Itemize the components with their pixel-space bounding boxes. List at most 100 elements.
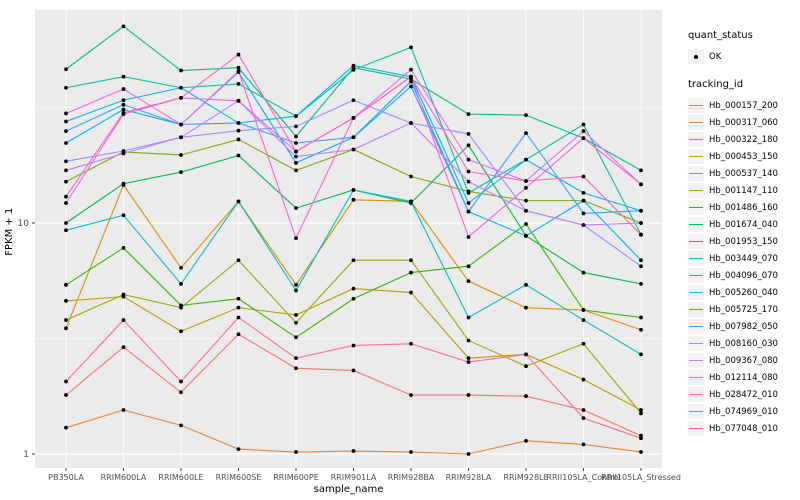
data-point bbox=[236, 199, 241, 204]
legend-item-Hb_001674_040: Hb_001674_040 bbox=[688, 216, 798, 233]
data-point bbox=[294, 124, 298, 129]
legend-item-ok: OK bbox=[688, 48, 798, 65]
data-point bbox=[409, 258, 413, 263]
data-point bbox=[179, 153, 183, 157]
data-point bbox=[236, 296, 241, 301]
legend-gap bbox=[688, 65, 798, 79]
legend-item-label: Hb_001486_160 bbox=[709, 202, 778, 213]
data-point bbox=[351, 147, 356, 152]
data-point bbox=[466, 112, 471, 117]
data-point bbox=[179, 390, 183, 395]
data-point bbox=[581, 442, 586, 447]
legend-item-label: OK bbox=[709, 51, 722, 62]
data-point bbox=[351, 98, 356, 103]
data-point bbox=[294, 282, 298, 287]
legend-key-swatch bbox=[688, 353, 704, 368]
legend-key-swatch bbox=[688, 149, 704, 164]
x-tick-label: RRIM600LA bbox=[101, 473, 147, 482]
data-point bbox=[524, 179, 528, 183]
data-point bbox=[351, 63, 356, 68]
x-tick-label: RRIM928BA bbox=[388, 473, 435, 482]
data-point bbox=[351, 343, 356, 348]
data-point bbox=[524, 222, 528, 226]
data-point bbox=[409, 67, 413, 72]
data-point bbox=[466, 157, 471, 162]
data-point bbox=[524, 113, 528, 118]
data-point bbox=[466, 169, 471, 174]
legend-item-Hb_077048_010: Hb_077048_010 bbox=[688, 420, 798, 437]
data-point bbox=[581, 416, 586, 421]
legend-item-Hb_074969_010: Hb_074969_010 bbox=[688, 403, 798, 420]
legend-line-icon bbox=[689, 104, 703, 107]
data-point bbox=[466, 209, 471, 214]
x-tick-label: RRIM600LE bbox=[158, 473, 203, 482]
data-point bbox=[351, 449, 356, 453]
legend-key-swatch bbox=[688, 404, 704, 419]
data-point bbox=[524, 394, 528, 399]
data-point bbox=[581, 122, 586, 127]
legend-line-icon bbox=[689, 342, 703, 345]
legend-line-icon bbox=[689, 240, 703, 243]
data-point bbox=[179, 68, 183, 73]
data-point bbox=[121, 110, 126, 115]
data-point bbox=[466, 132, 471, 136]
fpkm-line-chart: 1 10 PB350LA RRIM600LA RRIM600LE RRIM600SE RRI… bbox=[4, 10, 681, 495]
data-point bbox=[409, 174, 413, 179]
data-point bbox=[524, 233, 528, 238]
data-point bbox=[581, 136, 586, 141]
data-point bbox=[64, 111, 68, 116]
legend-key-swatch bbox=[688, 166, 704, 181]
data-point bbox=[236, 137, 241, 142]
data-point bbox=[121, 102, 126, 107]
data-point bbox=[294, 149, 298, 154]
data-point bbox=[409, 121, 413, 125]
legend-key-swatch bbox=[688, 336, 704, 351]
legend-item-label: Hb_012114_080 bbox=[709, 372, 778, 383]
data-point bbox=[294, 450, 298, 454]
x-tick-label: RRIM600SE bbox=[216, 473, 262, 482]
data-point bbox=[466, 315, 471, 320]
legend-item-Hb_012114_080: Hb_012114_080 bbox=[688, 369, 798, 386]
data-point bbox=[64, 194, 68, 199]
data-point bbox=[639, 436, 643, 441]
data-point bbox=[294, 168, 298, 173]
y-tick-label: 10 bbox=[18, 219, 30, 229]
data-point bbox=[466, 338, 471, 343]
legend-line-icon bbox=[689, 257, 703, 260]
data-point bbox=[351, 188, 356, 192]
data-point bbox=[236, 315, 241, 320]
data-point bbox=[466, 143, 471, 148]
data-point bbox=[639, 208, 643, 213]
data-point bbox=[179, 265, 183, 270]
data-point bbox=[524, 438, 528, 443]
data-point bbox=[121, 408, 126, 412]
data-point bbox=[236, 153, 241, 158]
data-point bbox=[524, 198, 528, 203]
data-point bbox=[639, 281, 643, 286]
legend-item-Hb_005725_170: Hb_005725_170 bbox=[688, 301, 798, 318]
legend-item-label: Hb_005725_170 bbox=[709, 304, 778, 315]
data-point bbox=[179, 329, 183, 334]
x-tick-label: PB350LA bbox=[48, 473, 84, 482]
data-point bbox=[351, 135, 356, 140]
data-point bbox=[64, 228, 68, 233]
data-point bbox=[294, 154, 298, 159]
data-point bbox=[179, 135, 183, 140]
legend-line-icon bbox=[689, 189, 703, 192]
data-point bbox=[64, 67, 68, 72]
data-point bbox=[121, 213, 126, 218]
legend-item-Hb_000317_060: Hb_000317_060 bbox=[688, 114, 798, 131]
data-point bbox=[294, 335, 298, 340]
data-point bbox=[179, 85, 183, 90]
legend-item-Hb_008160_030: Hb_008160_030 bbox=[688, 335, 798, 352]
x-tick-label: RRII105LA_Stressed bbox=[601, 473, 681, 482]
legend-line-icon bbox=[689, 427, 703, 430]
legend-item-Hb_001953_150: Hb_001953_150 bbox=[688, 233, 798, 250]
data-point bbox=[351, 368, 356, 373]
data-point bbox=[351, 116, 356, 120]
legend-item-Hb_001486_160: Hb_001486_160 bbox=[688, 199, 798, 216]
data-point bbox=[294, 313, 298, 317]
data-point bbox=[409, 84, 413, 89]
data-point bbox=[64, 299, 68, 303]
data-point bbox=[351, 296, 356, 301]
